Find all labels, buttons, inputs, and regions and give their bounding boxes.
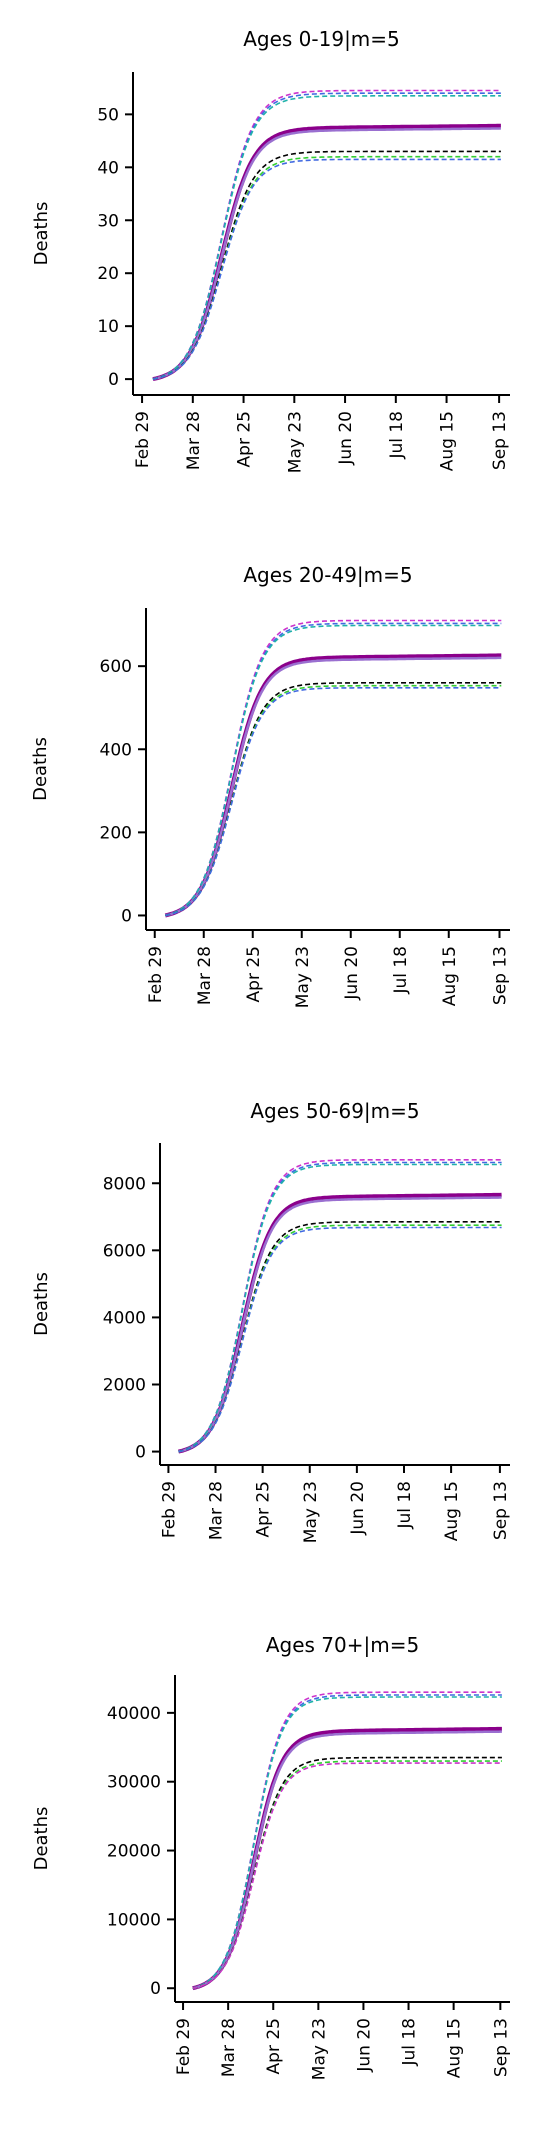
series-line-8 bbox=[192, 1762, 502, 1989]
x-tick-label: Mar 28 bbox=[219, 2018, 239, 2077]
series-line-6 bbox=[178, 1221, 502, 1453]
x-tick-label: Sep 13 bbox=[490, 411, 510, 470]
series-line-2 bbox=[192, 1730, 502, 1990]
y-tick-label: 30000 bbox=[107, 1773, 161, 1793]
series-line-1 bbox=[178, 1192, 502, 1454]
x-tick-label: Apr 25 bbox=[254, 1481, 274, 1537]
series-line-7 bbox=[165, 684, 502, 917]
x-tick-label: Jul 18 bbox=[391, 946, 411, 995]
y-tick-label: 4000 bbox=[103, 1308, 146, 1328]
series-line-5 bbox=[165, 624, 502, 917]
series-line-7 bbox=[178, 1224, 502, 1453]
x-tick-label: Jul 18 bbox=[387, 411, 407, 460]
chart-panel-3: Ages 50-69|m=5 Deaths 0 2000 4000 6000 8000 Feb… bbox=[31, 1099, 511, 1543]
y-tick-label: 30 bbox=[97, 211, 119, 231]
chart-title: Ages 50-69|m=5 bbox=[250, 1099, 419, 1123]
y-tick-label: 400 bbox=[100, 740, 132, 760]
series-line-7 bbox=[192, 1760, 502, 1989]
series-line-5 bbox=[192, 1696, 502, 1989]
y-tick-label: 40 bbox=[97, 158, 119, 178]
series-line-6 bbox=[152, 150, 501, 380]
y-tick-label: 2000 bbox=[103, 1376, 146, 1396]
series-line-3 bbox=[192, 1691, 502, 1989]
series-line-4 bbox=[165, 622, 502, 917]
series-line-8 bbox=[178, 1226, 502, 1453]
y-tick-label: 20000 bbox=[107, 1842, 161, 1862]
x-tick-label: May 23 bbox=[301, 1481, 321, 1543]
series-line-4 bbox=[178, 1161, 502, 1453]
series-line-2 bbox=[152, 127, 501, 381]
y-tick-label: 200 bbox=[100, 823, 132, 843]
chart-title: Ages 20-49|m=5 bbox=[243, 563, 412, 587]
x-tick-label: Aug 15 bbox=[442, 1481, 462, 1541]
x-tick-label: Apr 25 bbox=[235, 411, 255, 467]
y-tick-label: 0 bbox=[150, 1979, 161, 1999]
y-axis-label: Deaths bbox=[30, 737, 51, 801]
series-line-6 bbox=[165, 681, 502, 917]
y-tick-label: 50 bbox=[97, 105, 119, 125]
series-line-3 bbox=[152, 89, 501, 380]
x-tick-label: Sep 13 bbox=[491, 946, 511, 1005]
x-tick-label: Jun 20 bbox=[348, 1481, 368, 1536]
y-axis-label: Deaths bbox=[31, 1272, 52, 1336]
y-tick-label: 10 bbox=[97, 317, 119, 337]
chart-title: Ages 0-19|m=5 bbox=[243, 27, 400, 51]
x-tick-label: Jul 18 bbox=[395, 1481, 415, 1530]
x-tick-label: Sep 13 bbox=[491, 1481, 511, 1540]
x-tick-label: May 23 bbox=[285, 411, 305, 473]
series-line-5 bbox=[152, 95, 501, 380]
x-tick-label: May 23 bbox=[293, 946, 313, 1008]
y-tick-label: 40000 bbox=[107, 1704, 161, 1724]
x-tick-label: Feb 29 bbox=[146, 946, 166, 1003]
y-tick-label: 8000 bbox=[103, 1174, 146, 1194]
x-tick-label: Mar 28 bbox=[207, 1481, 227, 1540]
series-line-4 bbox=[192, 1694, 502, 1989]
x-tick-label: Mar 28 bbox=[184, 411, 204, 470]
x-tick-label: Jun 20 bbox=[354, 2018, 374, 2073]
chart-panel-1: Ages 0-19|m=5 Deaths 0 10 20 30 40 50 Feb 29 Mar … bbox=[31, 27, 510, 473]
y-tick-label: 0 bbox=[135, 1443, 146, 1463]
x-tick-label: Feb 29 bbox=[133, 411, 153, 468]
x-tick-label: Apr 25 bbox=[264, 2018, 284, 2074]
x-tick-label: Jul 18 bbox=[400, 2018, 420, 2067]
x-tick-label: Aug 15 bbox=[438, 411, 458, 471]
series-line-1 bbox=[152, 123, 502, 382]
series-line-1 bbox=[164, 653, 502, 918]
series-line-5 bbox=[178, 1163, 502, 1453]
chart-title: Ages 70+|m=5 bbox=[266, 1633, 419, 1657]
y-tick-label: 20 bbox=[97, 264, 119, 284]
series-line-6 bbox=[192, 1756, 502, 1989]
y-tick-label: 600 bbox=[100, 657, 132, 677]
x-tick-label: Aug 15 bbox=[445, 2018, 465, 2078]
series-line-3 bbox=[178, 1159, 502, 1453]
series-line-4 bbox=[152, 92, 501, 380]
chart-panel-2: Ages 20-49|m=5 Deaths 0 200 400 600 Feb 29 Mar … bbox=[30, 563, 511, 1008]
x-tick-label: Sep 13 bbox=[491, 2018, 511, 2077]
series-line-8 bbox=[165, 686, 502, 917]
y-tick-label: 0 bbox=[108, 370, 119, 390]
x-tick-label: Jun 20 bbox=[336, 411, 356, 466]
series-line-3 bbox=[165, 619, 502, 917]
x-tick-label: Mar 28 bbox=[195, 946, 215, 1005]
x-tick-label: Aug 15 bbox=[440, 946, 460, 1006]
y-tick-label: 6000 bbox=[103, 1241, 146, 1261]
x-tick-label: Feb 29 bbox=[159, 1481, 179, 1538]
y-axis-label: Deaths bbox=[31, 1807, 52, 1871]
series-line-8 bbox=[152, 158, 501, 380]
x-tick-label: Jun 20 bbox=[342, 946, 362, 1001]
series-line-1 bbox=[192, 1726, 503, 1991]
series-line-7 bbox=[152, 155, 501, 380]
x-tick-label: Apr 25 bbox=[244, 946, 264, 1002]
y-tick-label: 0 bbox=[121, 906, 132, 926]
y-tick-label: 10000 bbox=[107, 1910, 161, 1930]
y-axis-label: Deaths bbox=[31, 202, 52, 266]
x-tick-label: Feb 29 bbox=[174, 2018, 194, 2075]
series-line-2 bbox=[178, 1196, 502, 1453]
chart-panel-4: Ages 70+|m=5 Deaths 0 10000 20000 30000 40000 F… bbox=[31, 1633, 511, 2080]
x-tick-label: May 23 bbox=[309, 2018, 329, 2080]
series-line-2 bbox=[165, 656, 502, 917]
